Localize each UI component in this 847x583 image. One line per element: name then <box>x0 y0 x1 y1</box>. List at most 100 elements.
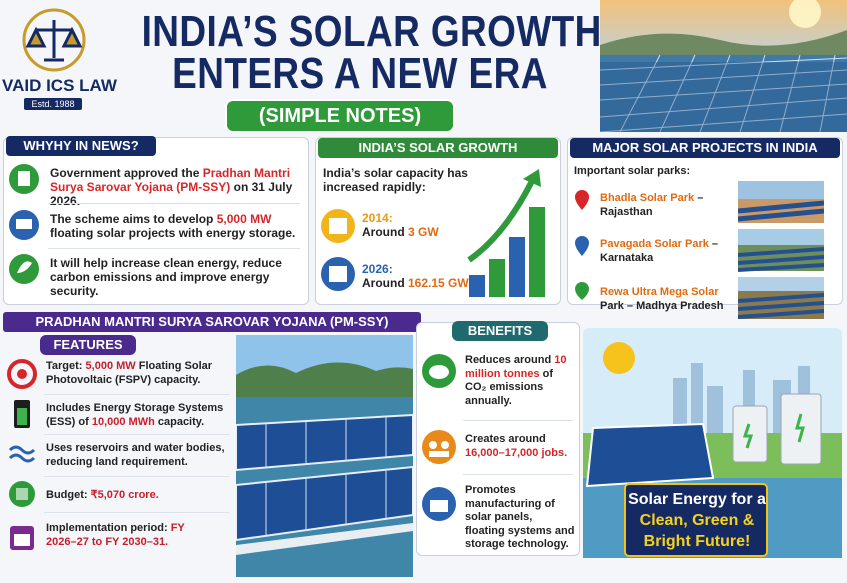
decor-g <box>738 277 824 319</box>
decor-rect <box>430 500 448 512</box>
text-segment: The scheme aims to develop <box>50 212 217 226</box>
decor-rect <box>489 259 505 297</box>
separator <box>44 476 229 477</box>
highlight-text: 162.15 GW <box>408 276 469 290</box>
decor-path <box>236 465 413 542</box>
decor-rect <box>329 266 347 282</box>
text-segment: floating solar projects with energy stor… <box>50 226 296 240</box>
decor-circle <box>17 369 27 379</box>
text-segment: It will help increase clean energy, redu… <box>50 256 282 298</box>
text-segment: – Karnataka <box>600 238 719 264</box>
text-segment: Reduces around <box>465 354 555 366</box>
separator <box>48 203 300 204</box>
separator <box>463 420 573 421</box>
feature: Target: 5,000 MW Floating Solar Photovol… <box>46 360 231 387</box>
growth-text: Around 3 GW <box>362 225 439 239</box>
feature: Includes Energy Storage Systems (ESS) of… <box>46 402 231 429</box>
separator <box>44 434 229 435</box>
feature: Budget: ₹5,070 crore. <box>46 489 231 503</box>
separator <box>44 512 229 513</box>
decor-rect <box>329 218 347 234</box>
highlight-text: Pavagada Solar Park <box>600 238 709 250</box>
text-segment: Uses reservoirs and water bodies, reduci… <box>46 442 225 468</box>
decor-rect <box>469 275 485 297</box>
decor-path <box>738 200 824 222</box>
growth-intro: India’s solar capacity has increased rap… <box>323 166 468 194</box>
highlight-text: ₹5,070 crore. <box>90 489 159 501</box>
decor-path <box>619 54 836 132</box>
tagline: Solar Energy for a Clean, Green & Bright… <box>627 489 767 552</box>
tagline-line: Bright Future! <box>643 533 751 550</box>
decor-path <box>523 169 541 187</box>
highlight-text: Pradhan Mantri Surya Sarovar Yojana (PM-… <box>50 166 291 194</box>
decor-rect <box>691 363 703 438</box>
scheme-heading: PRADHAN MANTRI SURYA SAROVAR YOJANA (PM-… <box>3 312 421 332</box>
logo-name: VAID ICS LAW <box>2 76 117 95</box>
logo-emblem <box>22 8 86 72</box>
decor-rect <box>16 488 28 500</box>
decor-path <box>575 190 589 210</box>
park: Pavagada Solar Park – Karnataka <box>600 238 735 265</box>
decor-g <box>600 54 847 132</box>
highlight-text: Bhadla Solar Park <box>600 192 695 204</box>
highlight-text: 10,000 MWh <box>91 415 155 428</box>
park-photos <box>738 181 824 319</box>
panel-heading: MAJOR SOLAR PROJECTS IN INDIA <box>570 138 840 158</box>
year: 2026: <box>362 262 393 276</box>
highlight-text: 5,000 MW <box>216 212 272 226</box>
title-line: INDIA’S SOLAR GROWTH <box>141 7 602 56</box>
projects-intro: Important solar parks: <box>574 165 691 177</box>
highlight-text: 16,000–17,000 jobs. <box>465 446 568 459</box>
floating-solar-photo <box>236 335 413 577</box>
decor-circle <box>603 342 635 374</box>
tagline-line: Solar Energy for a <box>628 491 766 508</box>
growth-point: 2026: Around 162.15 GW <box>362 262 472 290</box>
decor-circle <box>429 441 437 449</box>
text-segment: on 31 July 2026. <box>50 180 293 208</box>
separator <box>48 248 300 249</box>
growth-illustration <box>467 169 545 297</box>
decor-g <box>738 181 824 223</box>
why-icons <box>9 164 39 284</box>
decor-path <box>738 293 824 319</box>
decor-rect <box>16 219 32 229</box>
text-segment: Around <box>362 225 408 239</box>
decor-path <box>585 422 715 488</box>
decor-circle <box>441 441 449 449</box>
decor-g <box>265 416 387 536</box>
decor-circle <box>422 430 456 464</box>
growth-text: Around 162.15 GW <box>362 276 469 290</box>
decor-path <box>600 30 847 60</box>
decor-path <box>236 362 413 405</box>
year: 2014: <box>362 211 393 225</box>
decor-circle <box>789 0 821 28</box>
feature-icons <box>7 359 37 550</box>
decor-rect <box>509 237 525 297</box>
decor-path <box>575 236 589 256</box>
decor-path <box>25 20 83 62</box>
panel-heading: INDIA’S SOLAR GROWTH <box>318 138 558 158</box>
decor-path <box>8 445 36 463</box>
why-item: It will help increase clean energy, redu… <box>50 256 300 298</box>
why-item: Government approved the Pradhan Mantri S… <box>50 166 300 208</box>
benefit: Promotes manufacturing of solar panels, … <box>465 484 575 552</box>
benefit: Creates around 16,000–17,000 jobs. <box>465 433 575 460</box>
future-illustration <box>583 328 842 558</box>
decor-path <box>575 282 589 300</box>
features-heading: FEATURES <box>40 335 136 355</box>
benefits-heading: BENEFITS <box>452 321 548 341</box>
text-segment: Park – Madhya Pradesh <box>600 299 724 312</box>
decor-rect <box>707 386 723 438</box>
text-segment: capacity. <box>154 415 205 428</box>
text-segment: Floating Solar Photovoltaic (FSPV) capac… <box>46 360 213 386</box>
title-line: ENTERS A NEW ERA <box>172 49 548 98</box>
highlight-text: 5,000 MW <box>85 360 136 372</box>
header-photo <box>600 0 847 132</box>
highlight-text: FY 2026–27 to FY 2030–31. <box>46 522 185 548</box>
text-segment: Promotes manufacturing of solar panels, … <box>465 484 575 550</box>
decor-path <box>265 416 387 536</box>
why-panel <box>3 137 309 305</box>
decor-path <box>236 523 413 555</box>
decor-circle <box>7 359 37 389</box>
